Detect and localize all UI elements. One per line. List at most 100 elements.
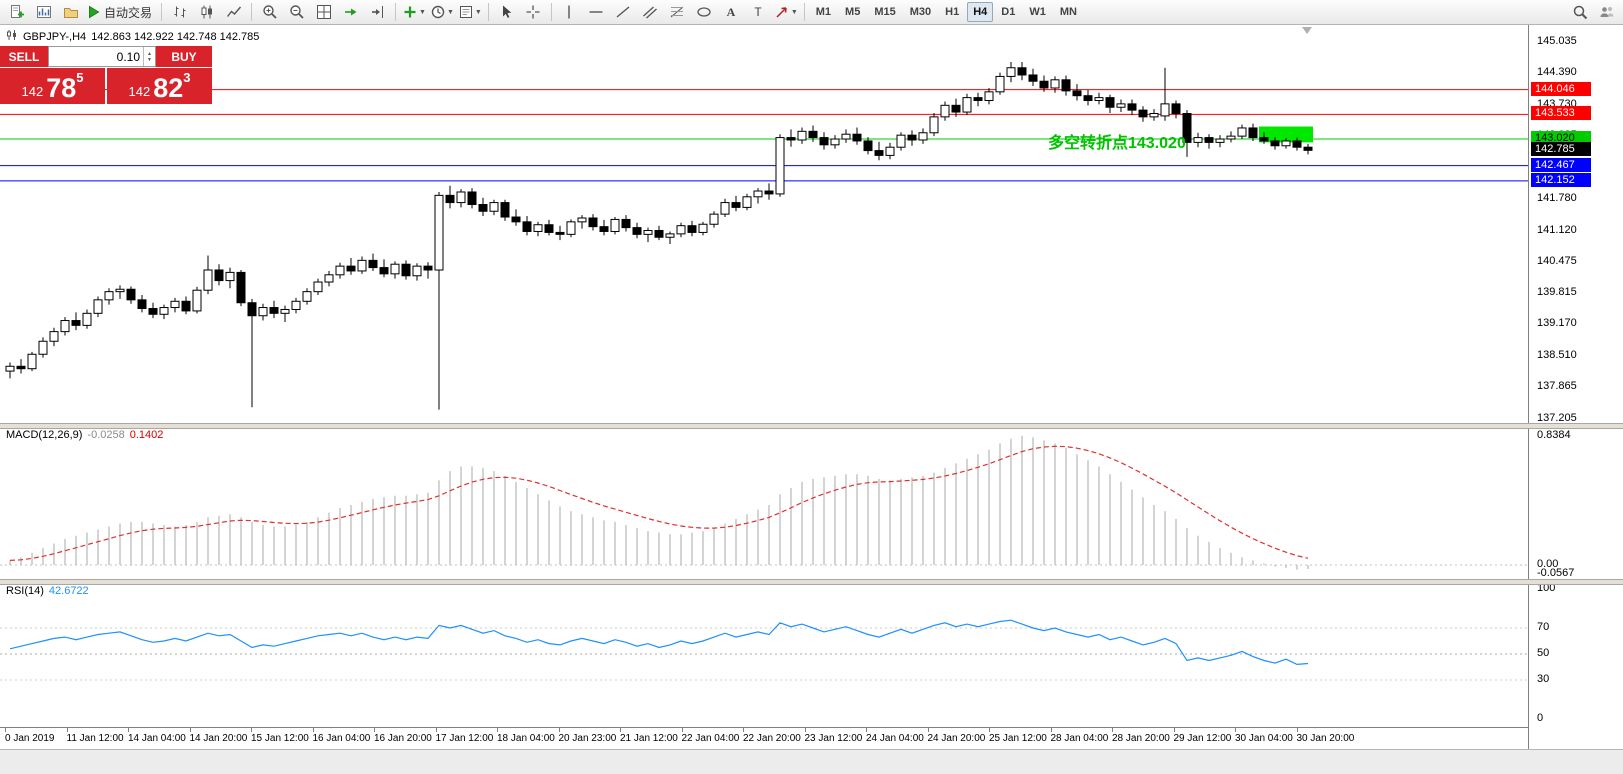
search-button[interactable] — [1566, 1, 1593, 24]
symbol-period-label: GBPJPY-,H4 — [23, 30, 87, 43]
channel-button[interactable] — [637, 1, 664, 24]
trendline-button[interactable] — [610, 1, 637, 24]
bar-chart-button[interactable] — [166, 1, 193, 24]
timeframe-m30-button[interactable]: M30 — [909, 6, 932, 18]
search-icon — [1572, 4, 1588, 20]
time-axis-label: 17 Jan 12:00 — [435, 733, 494, 744]
time-axis-label: 29 Jan 12:00 — [1173, 733, 1232, 744]
new-order-icon — [9, 4, 25, 20]
time-axis-label: 16 Jan 04:00 — [312, 733, 371, 744]
shapes-icon — [696, 4, 712, 20]
volume-value[interactable]: 0.10 — [116, 49, 140, 64]
fibonacci-icon — [669, 4, 685, 20]
arrows-button[interactable]: ▼ — [772, 1, 800, 24]
charts-icon — [36, 4, 52, 20]
volume-up-icon[interactable]: ▲ — [147, 50, 152, 57]
text-button[interactable]: A — [718, 1, 745, 24]
panel-divider-macd[interactable] — [0, 423, 1623, 429]
profiles-icon — [63, 4, 79, 20]
buy-button[interactable]: BUY — [156, 46, 212, 67]
price-axis-label: 144.390 — [1537, 66, 1577, 79]
buy-price-point: 3 — [183, 70, 191, 85]
zoom-out-button[interactable] — [283, 1, 310, 24]
time-axis-label: 28 Jan 04:00 — [1050, 733, 1109, 744]
timeframe-d1-button[interactable]: D1 — [1001, 6, 1016, 18]
timeframe-m5-button[interactable]: M5 — [845, 6, 861, 18]
timeframe-m15-button[interactable]: M15 — [874, 6, 896, 18]
time-axis-label: 20 Jan 23:00 — [558, 733, 617, 744]
time-axis[interactable]: 0 Jan 2019 11 Jan 12:00 14 Jan 04:00 14 Jan… — [0, 727, 1528, 749]
fibonacci-button[interactable] — [664, 1, 691, 24]
volume-down-icon[interactable]: ▼ — [147, 56, 152, 63]
autotrading-button[interactable]: 自动交易 — [84, 1, 157, 24]
green-rectangle-object[interactable] — [1259, 126, 1313, 143]
timeframe-w1-button[interactable]: W1 — [1029, 6, 1046, 18]
price-axis-label: 141.120 — [1537, 223, 1577, 236]
timeframe-h4-button[interactable]: H4 — [967, 2, 994, 22]
hline-button[interactable] — [583, 1, 610, 24]
macd-signal-value: 0.1402 — [129, 429, 164, 441]
line-chart-button[interactable] — [220, 1, 247, 24]
chart-shift-button[interactable] — [364, 1, 391, 24]
vline-icon — [561, 4, 577, 20]
trendline-icon — [615, 4, 631, 20]
profiles-button[interactable] — [57, 1, 84, 24]
svg-text:T: T — [755, 5, 763, 19]
panel-divider-rsi[interactable] — [0, 579, 1623, 585]
templates-dropdown-caret[interactable]: ▼ — [474, 8, 482, 16]
rsi-axis-label: 100 — [1537, 582, 1556, 594]
chart-canvas[interactable] — [0, 0, 1528, 774]
arrows-dropdown-caret[interactable]: ▼ — [790, 8, 798, 16]
sell-price-big: 142 — [21, 84, 44, 99]
new-order-button[interactable] — [3, 1, 30, 24]
time-axis-tick — [435, 728, 437, 732]
timeframe-m1-button[interactable]: M1 — [815, 6, 832, 18]
ohlc-values: 142.863 142.922 142.748 142.785 — [91, 30, 260, 43]
buy-price-button[interactable]: 142 82 3 — [107, 68, 212, 104]
volume-stepper[interactable]: ▲ ▼ — [143, 47, 155, 66]
time-axis-label: 16 Jan 20:00 — [374, 733, 432, 744]
time-axis-label: 24 Jan 04:00 — [866, 733, 924, 744]
templates-button[interactable]: ▼ — [456, 1, 484, 24]
indicators-dropdown-caret[interactable]: ▼ — [419, 8, 426, 16]
sell-price-button[interactable]: 142 78 5 — [0, 68, 105, 104]
shapes-button[interactable] — [691, 1, 718, 24]
buy-price-big: 142 — [128, 84, 151, 99]
volume-field[interactable]: 0.10 ▲ ▼ — [48, 46, 156, 67]
time-axis-tick — [927, 728, 929, 732]
price-axis[interactable]: 145.035144.390143.730143.085142.440141.7… — [1528, 25, 1623, 749]
rsi-axis-label: 0 — [1537, 712, 1544, 724]
sell-button[interactable]: SELL — [0, 46, 48, 67]
chart-shift-marker[interactable] — [1302, 27, 1312, 34]
timeframe-mn-button[interactable]: MN — [1059, 6, 1077, 18]
chart-annotation-text[interactable]: 多空转折点143.020 — [1048, 135, 1186, 152]
toolbar-separator — [161, 3, 163, 21]
zoom-in-button[interactable] — [256, 1, 283, 24]
candle-chart-button[interactable] — [193, 1, 220, 24]
macd-name: MACD(12,26,9) — [6, 429, 83, 441]
indicators-button[interactable]: ▼ — [400, 1, 428, 24]
time-axis-tick — [251, 728, 252, 732]
autotrading-icon — [86, 4, 102, 20]
time-axis-tick — [1173, 728, 1175, 732]
autoscroll-button[interactable] — [337, 1, 364, 24]
crosshair-button[interactable] — [520, 1, 547, 24]
periods-button[interactable]: ▼ — [428, 1, 456, 24]
vline-button[interactable] — [556, 1, 583, 24]
time-axis-label: 18 Jan 04:00 — [497, 733, 555, 744]
chart-type-icon — [6, 29, 18, 44]
autoscroll-icon — [343, 4, 359, 20]
timeframe-h1-button[interactable]: H1 — [945, 6, 960, 18]
community-button[interactable] — [1593, 1, 1620, 24]
rsi-axis-label: 70 — [1537, 621, 1550, 633]
tile-windows-button[interactable] — [310, 1, 337, 24]
label-button[interactable]: T — [745, 1, 772, 24]
arrows-icon — [774, 4, 790, 20]
hline-price-badge: 144.046 — [1531, 81, 1591, 96]
rsi-axis-label: 50 — [1537, 647, 1550, 659]
cursor-button[interactable] — [493, 1, 520, 24]
cursor-icon — [498, 4, 514, 20]
charts-button[interactable] — [30, 1, 57, 24]
periods-dropdown-caret[interactable]: ▼ — [446, 8, 454, 16]
horizontal-line-objects[interactable] — [0, 89, 1528, 182]
